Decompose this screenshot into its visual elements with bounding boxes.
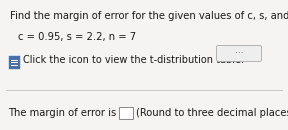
FancyBboxPatch shape: [217, 46, 262, 61]
Text: c = 0.95, s = 2.2, n = 7: c = 0.95, s = 2.2, n = 7: [18, 32, 136, 42]
Text: ···: ···: [235, 49, 243, 58]
FancyBboxPatch shape: [7, 54, 20, 69]
Text: (Round to three decimal places as needed.): (Round to three decimal places as needed…: [136, 108, 288, 118]
Text: Click the icon to view the t-distribution table.: Click the icon to view the t-distributio…: [23, 55, 244, 65]
Text: Find the margin of error for the given values of c, s, and n.: Find the margin of error for the given v…: [10, 11, 288, 21]
Text: The margin of error is: The margin of error is: [8, 108, 116, 118]
FancyBboxPatch shape: [119, 107, 133, 119]
